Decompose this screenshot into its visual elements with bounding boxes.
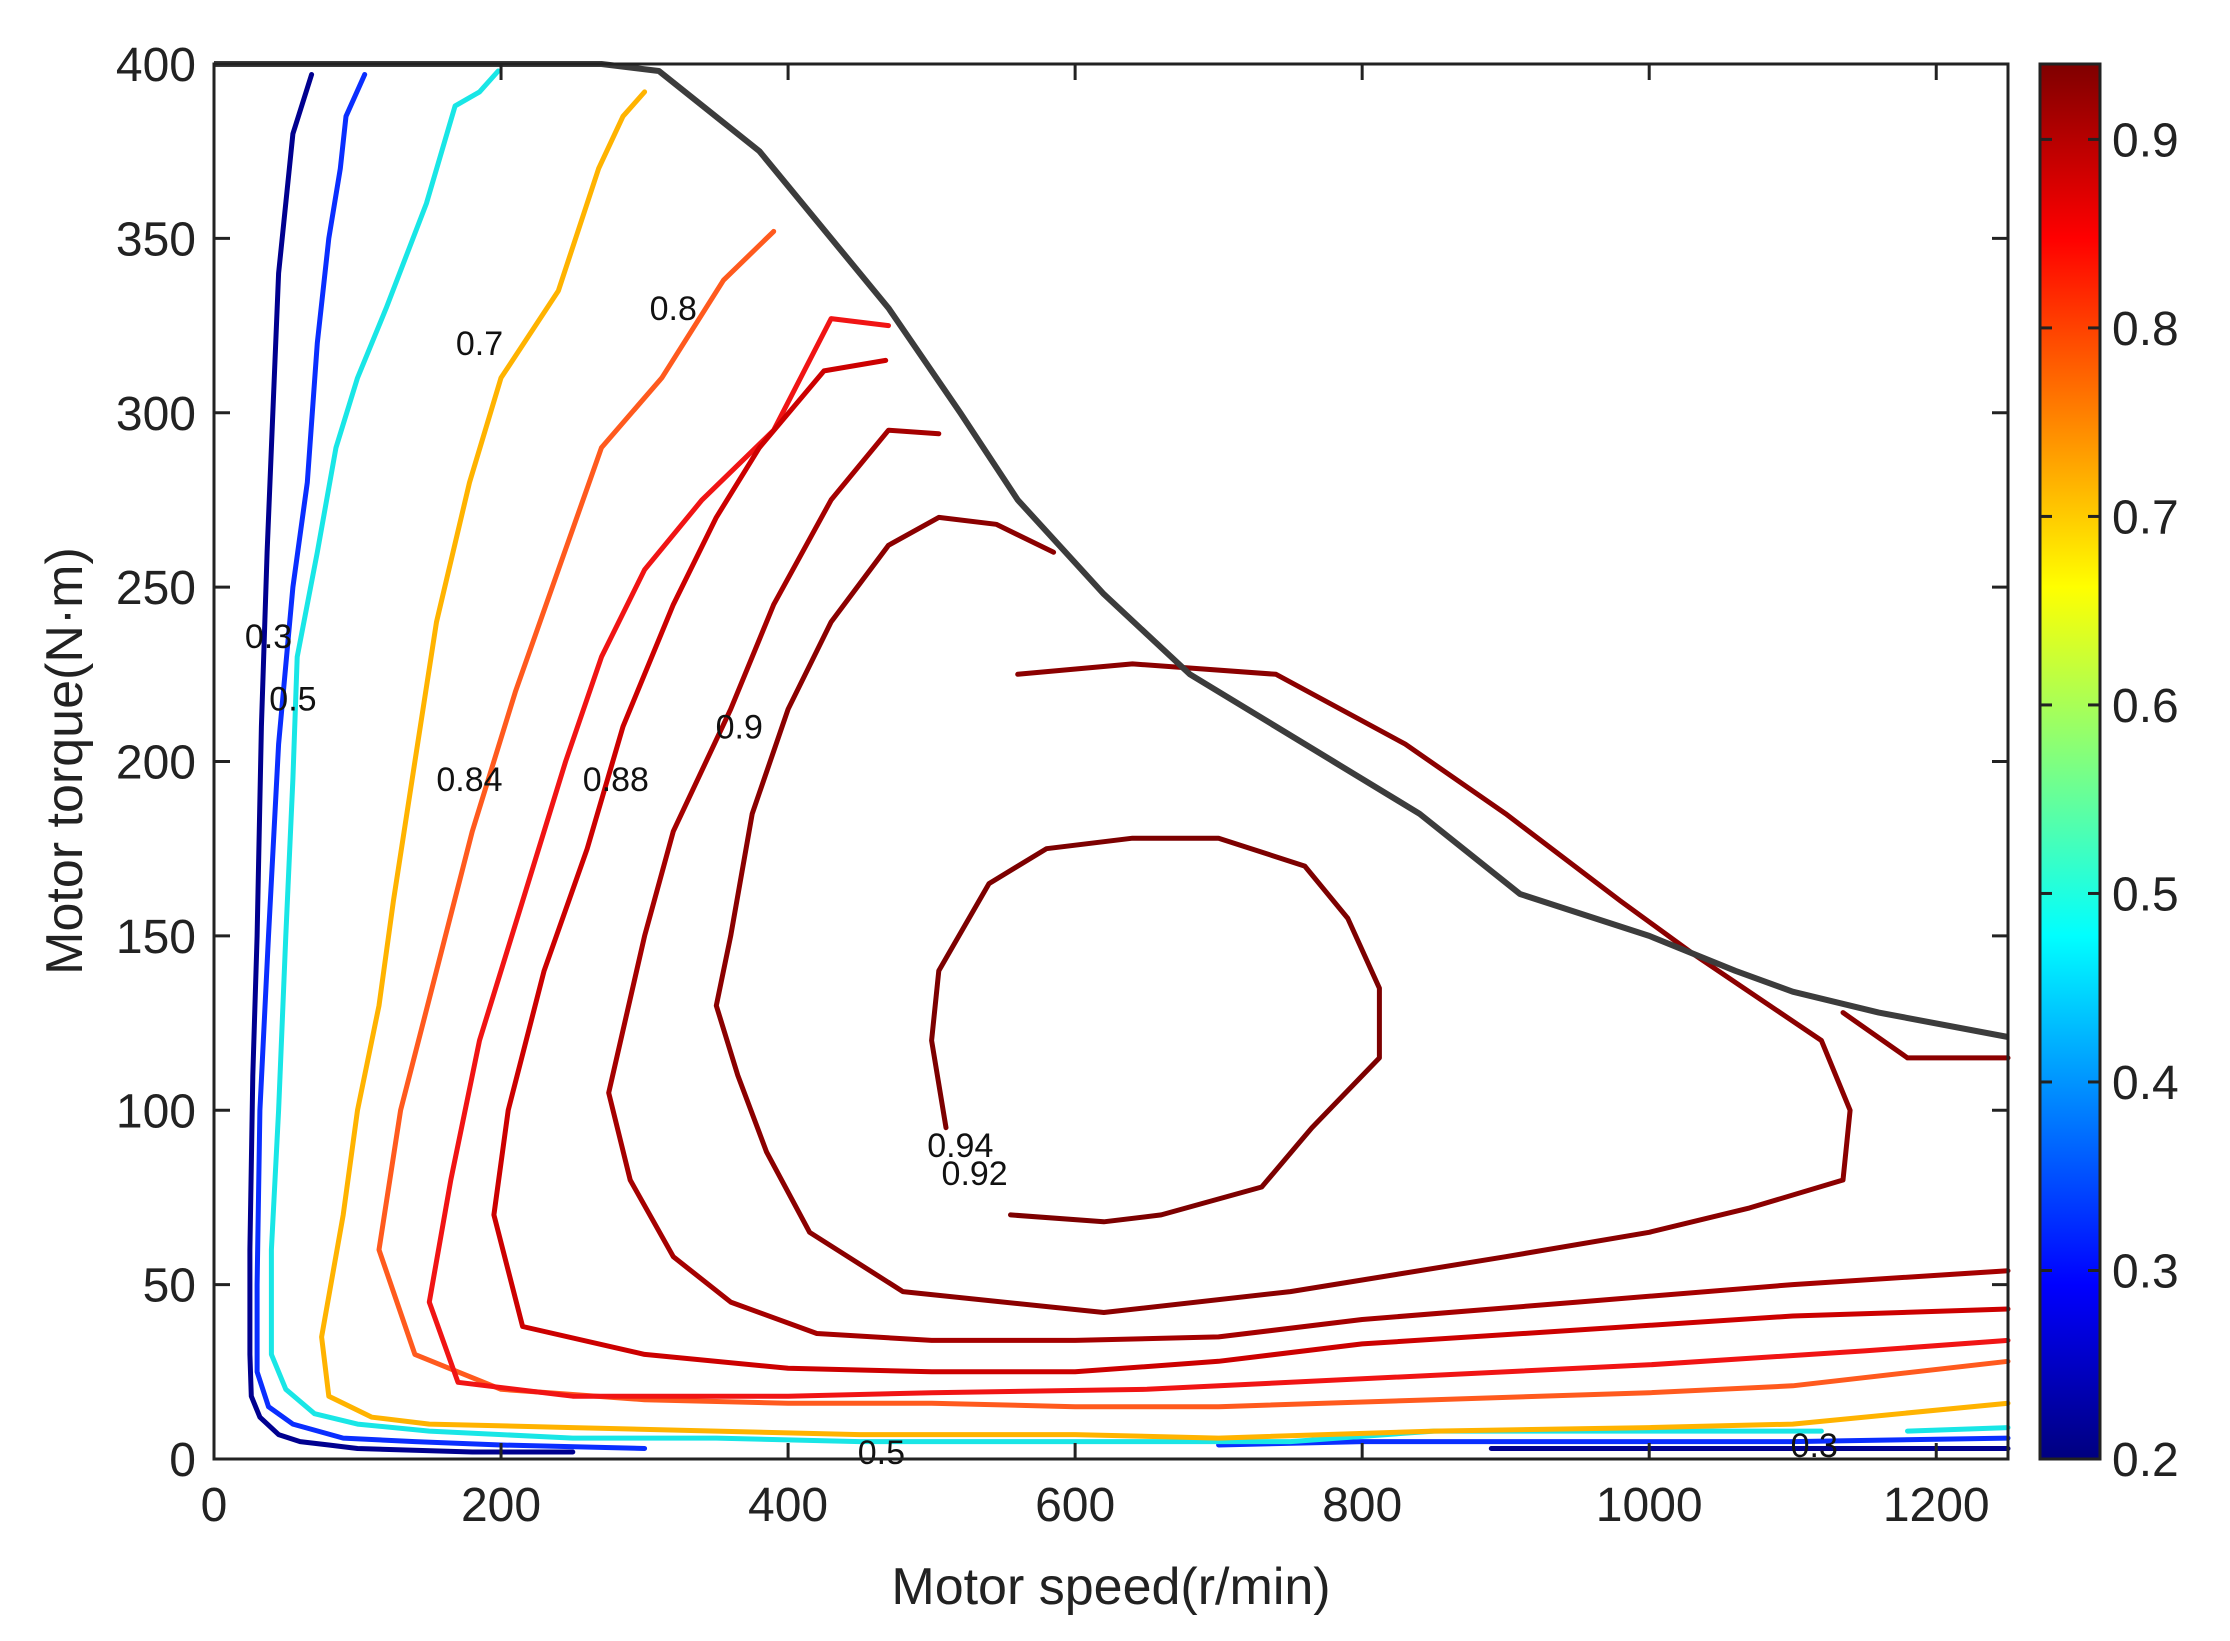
colorbar-tick-label-0-9: 0.9 [2112, 114, 2179, 167]
plot-background [214, 64, 2008, 1459]
y-tick-label-0: 0 [169, 1434, 196, 1487]
contour-line-0-84-8 [426, 316, 2011, 1399]
x-tick-label-1000: 1000 [1596, 1479, 1703, 1532]
y-tick-label-150: 150 [116, 911, 196, 964]
colorbar-ticks: 0.2 0.3 0.4 0.5 0.6 0.7 0.8 0.9 [2040, 114, 2179, 1487]
contour-line-0-88-9 [491, 357, 2011, 1375]
contour-label-0-92-11: 0.92 [942, 1155, 1008, 1193]
y-tick-label-300: 300 [116, 388, 196, 441]
y-tick-label-50: 50 [143, 1260, 196, 1313]
contour-line-0-3-0 [247, 72, 576, 1455]
colorbar-tick-label-0-7: 0.7 [2112, 491, 2179, 544]
contour-line-0-5-2 [254, 72, 648, 1451]
x-axis-label: Motor speed(r/min) [891, 1558, 1330, 1616]
colorbar-tick-label-0-8: 0.8 [2112, 303, 2179, 356]
x-tick-label-400: 400 [748, 1479, 828, 1532]
contour-label-0-88-9: 0.88 [583, 761, 649, 799]
colorbar-gradient [2038, 62, 2102, 1461]
x-tick-label-800: 800 [1322, 1479, 1402, 1532]
contour-line-0-5-5 [1905, 1425, 2011, 1434]
y-axis-label: Motor torque(N·m) [36, 547, 94, 975]
y-tick-label-400: 400 [116, 39, 196, 92]
y-tick-label-250: 250 [116, 562, 196, 615]
contour-line-0-92-12 [1840, 1010, 2011, 1061]
colorbar-tick-label-0-5: 0.5 [2112, 868, 2179, 921]
contour-label-0-94-13: 0.94 [927, 1127, 993, 1165]
y-tick-label-350: 350 [116, 213, 196, 266]
contour-line-0-8-7 [376, 228, 2011, 1410]
contour-line-0-5-3 [1216, 1435, 2011, 1448]
contour-line-0-5-4 [268, 68, 1824, 1445]
contour-label-0-8-7: 0.8 [650, 290, 697, 328]
colorbar-tick-label-0-6: 0.6 [2112, 680, 2179, 733]
axis-ticks: 0 200 400 600 800 1000 1200 0 50 100 150 200 250 300 3… [116, 39, 2008, 1532]
x-tick-label-1200: 1200 [1883, 1479, 1990, 1532]
colorbar: 0.2 0.3 0.4 0.5 0.6 0.7 0.8 0.9 [2038, 62, 2179, 1487]
contour-label-0-5-5: 0.5 [858, 1434, 905, 1472]
x-tick-label-600: 600 [1035, 1479, 1115, 1532]
max-torque-boundary [214, 61, 2009, 1040]
contour-line-0-7-6 [319, 89, 2011, 1441]
x-tick-label-0: 0 [201, 1479, 228, 1532]
colorbar-tick-label-0-4: 0.4 [2112, 1057, 2179, 1110]
contour-label-0-7-6: 0.7 [456, 325, 503, 363]
contour-line-0-92-11 [713, 514, 1853, 1315]
contour-label-0-3-0: 0.3 [245, 618, 292, 656]
x-tick-label-200: 200 [461, 1479, 541, 1532]
contour-label-0-84-8: 0.84 [436, 761, 502, 799]
contour-label-0-9-10: 0.9 [716, 709, 763, 747]
colorbar-tick-label-0-3: 0.3 [2112, 1245, 2179, 1298]
contour-label-0-5-4: 0.5 [269, 681, 316, 719]
contour-line-0-94-13 [929, 835, 1382, 1225]
contour-lines [214, 61, 2011, 1455]
contour-line-0-9-10 [606, 427, 2011, 1343]
y-tick-label-200: 200 [116, 737, 196, 790]
colorbar-tick-label-0-2: 0.2 [2112, 1434, 2179, 1487]
y-tick-label-100: 100 [116, 1085, 196, 1138]
